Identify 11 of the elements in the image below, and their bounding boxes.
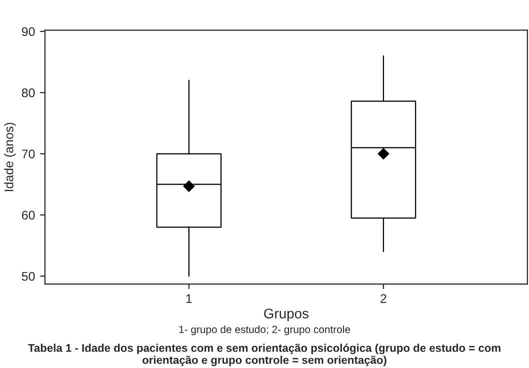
- y-axis-title: Idade (anos): [4, 122, 16, 192]
- y-tick-label: 50: [22, 272, 35, 281]
- y-tick-label: 80: [22, 88, 35, 98]
- x-axis-title: Grupos: [264, 308, 308, 322]
- y-tick-label: 60: [22, 210, 35, 220]
- text: 1- grupo de estudo; 2- grupo controle: [179, 325, 350, 336]
- text: Tabela 1 - Idade dos pacientes com e sem orientação psicológica (grupo de estudo = com orientação e grupo controle = sem orientação): [28, 344, 500, 366]
- y-tick-label: 90: [22, 27, 35, 36]
- x-tick-label: 1: [186, 294, 192, 303]
- x-tick-label: 2: [380, 294, 386, 303]
- y-tick-label: 70: [22, 150, 35, 158]
